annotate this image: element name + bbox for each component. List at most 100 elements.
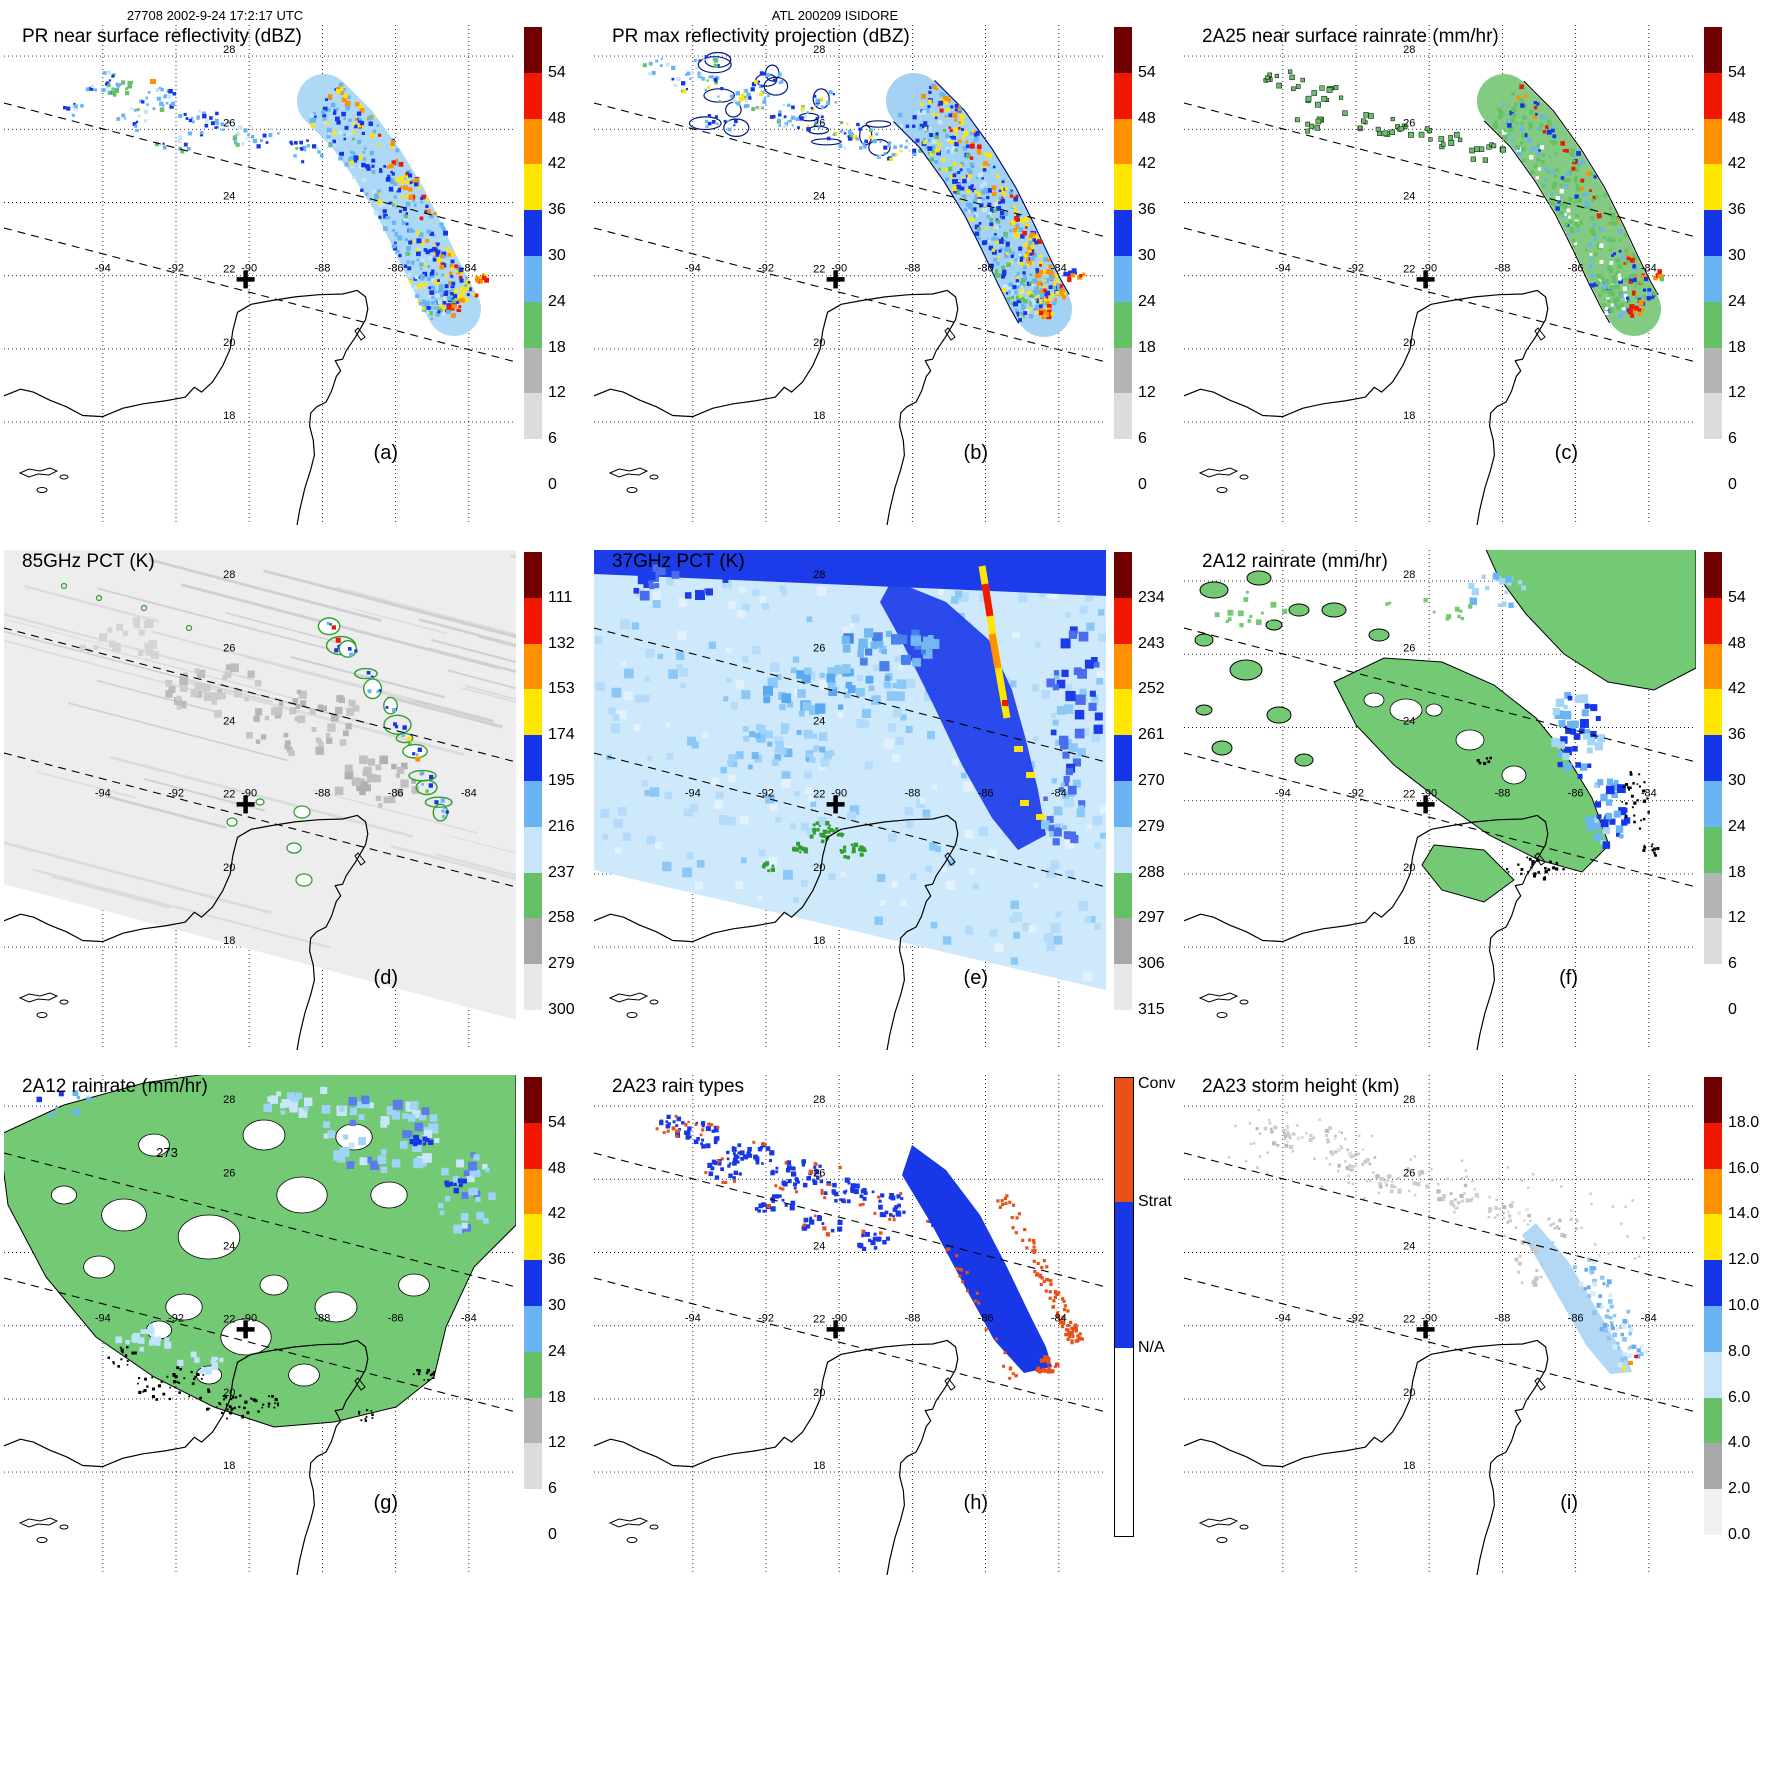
- data-speckle: [1562, 752, 1570, 760]
- data-speckle: [143, 1389, 147, 1393]
- data-speckle: [1285, 1140, 1289, 1143]
- pct-texture: [1064, 797, 1074, 808]
- data-speckle: [1029, 281, 1033, 285]
- data-speckle: [417, 185, 422, 189]
- colorbar-tick-label: Strat: [1138, 1193, 1172, 1210]
- data-speckle: [137, 650, 144, 656]
- pct-texture: [851, 614, 860, 623]
- conv-speckle: [1070, 1326, 1074, 1330]
- data-speckle: [1614, 284, 1620, 290]
- map-i: -94 -92 -90 -88 -86 -84 28 26 24 22 20 18 2A23 stor…: [1184, 1075, 1696, 1575]
- data-speckle: [929, 85, 932, 89]
- conv-speckle: [707, 1122, 711, 1126]
- pct-cell-core: [441, 814, 446, 819]
- pct-texture: [959, 592, 969, 602]
- data-speckle: [386, 1106, 396, 1116]
- data-speckle: [832, 1190, 837, 1195]
- data-speckle: [360, 1095, 370, 1105]
- data-speckle: [924, 139, 927, 142]
- data-speckle: [442, 301, 447, 305]
- height-speckle: [1369, 1179, 1372, 1182]
- data-speckle: [101, 88, 106, 93]
- data-speckle: [162, 142, 165, 145]
- pct-texture: [623, 691, 633, 700]
- data-speckle: [425, 197, 429, 202]
- data-speckle: [1010, 296, 1015, 300]
- data-speckle: [332, 139, 336, 144]
- data-speckle: [896, 1211, 902, 1217]
- height-speckle: [1606, 1279, 1612, 1285]
- data-speckle: [149, 1323, 154, 1328]
- data-speckle: [1551, 125, 1555, 129]
- data-speckle: [884, 1210, 889, 1215]
- data-speckle: [429, 271, 435, 277]
- data-speckle: [732, 1152, 736, 1155]
- lat-label: 24: [1403, 1241, 1415, 1253]
- height-speckle: [1606, 1336, 1611, 1341]
- pct-texture: [624, 668, 634, 679]
- data-speckle: [1568, 197, 1573, 202]
- colorbar-tick-label: 36: [1728, 726, 1746, 743]
- conv-speckle: [1003, 1196, 1007, 1201]
- data-speckle: [202, 114, 207, 119]
- data-speckle: [761, 1162, 764, 1165]
- data-speckle: [344, 162, 349, 167]
- pct-texture: [964, 829, 974, 839]
- data-speckle: [989, 263, 994, 268]
- pct-texture: [770, 662, 780, 672]
- data-speckle: [395, 788, 404, 797]
- data-speckle: [853, 842, 859, 848]
- data-speckle: [364, 784, 371, 792]
- data-speckle: [450, 259, 455, 264]
- data-speckle: [1529, 1243, 1534, 1248]
- height-speckle: [1611, 1205, 1614, 1208]
- data-speckle: [1536, 102, 1540, 106]
- data-speckle: [439, 1210, 445, 1216]
- data-speckle: [850, 843, 854, 846]
- pct-texture: [942, 936, 952, 945]
- height-speckle: [1586, 1285, 1591, 1290]
- echo-outline: [810, 138, 842, 146]
- conv-speckle: [877, 1195, 880, 1199]
- data-speckle: [1613, 282, 1617, 286]
- colorbar-segment: [1114, 393, 1132, 439]
- data-speckle: [924, 108, 930, 114]
- data-speckle: [900, 1197, 904, 1201]
- data-speckle: [223, 1398, 225, 1401]
- data-speckle: [174, 1386, 177, 1389]
- data-speckle: [1570, 228, 1575, 233]
- data-speckle: [1575, 184, 1580, 188]
- data-speckle: [361, 178, 366, 182]
- conv-speckle: [1044, 1289, 1048, 1293]
- data-speckle: [327, 723, 336, 732]
- data-speckle: [352, 175, 356, 180]
- data-speckle: [202, 111, 206, 116]
- data-speckle: [329, 115, 333, 119]
- data-speckle: [785, 1168, 791, 1173]
- pct-texture: [779, 585, 787, 592]
- data-speckle: [1626, 296, 1630, 300]
- data-speckle: [1638, 299, 1644, 305]
- data-speckle: [892, 683, 898, 689]
- data-speckle: [1628, 277, 1633, 281]
- data-speckle: [1596, 814, 1602, 819]
- data-speckle: [292, 698, 299, 704]
- data-speckle: [1474, 1193, 1479, 1198]
- data-speckle: [376, 124, 380, 127]
- data-speckle: [1638, 312, 1643, 317]
- data-speckle: [432, 257, 437, 262]
- data-speckle: [879, 661, 890, 672]
- data-speckle: [1015, 218, 1019, 222]
- data-speckle: [451, 288, 454, 291]
- swath-edge-line: [4, 102, 516, 238]
- data-speckle: [404, 214, 408, 219]
- data-speckle: [1638, 773, 1641, 776]
- data-speckle: [1070, 835, 1079, 844]
- conv-speckle: [1070, 1330, 1074, 1334]
- rain-speckle: [1390, 117, 1395, 122]
- data-speckle: [1593, 833, 1602, 842]
- data-speckle: [406, 260, 410, 264]
- data-speckle: [1531, 863, 1534, 866]
- data-speckle: [1048, 270, 1054, 276]
- data-speckle: [1631, 290, 1636, 295]
